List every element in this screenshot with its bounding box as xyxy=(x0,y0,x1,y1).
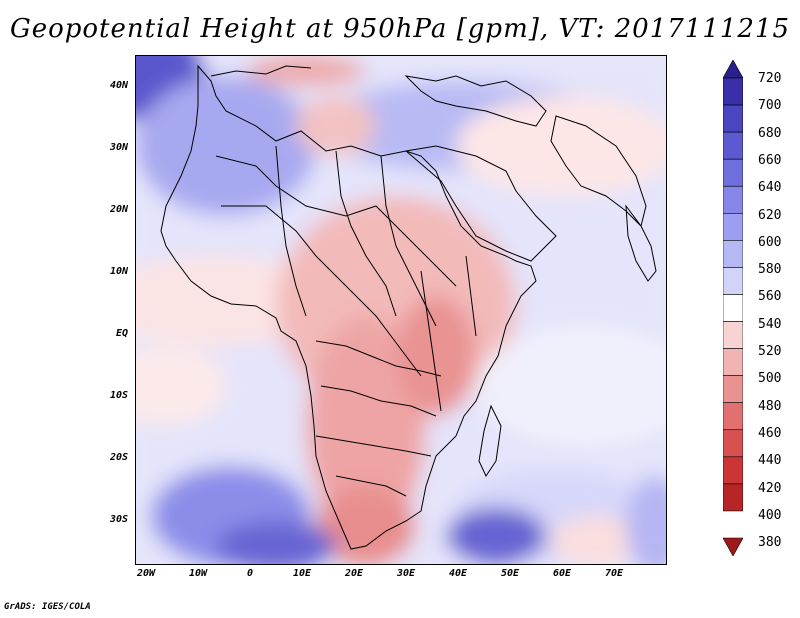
lon-label-20w: 20W xyxy=(136,568,156,579)
colorbar-top-arrow xyxy=(723,60,743,79)
lon-label-20e: 20E xyxy=(344,568,364,579)
lat-label-10s: 10S xyxy=(109,390,128,401)
colorbar-label: 660 xyxy=(758,152,782,168)
colorbar-segment xyxy=(723,240,743,268)
colorbar-segment xyxy=(723,212,743,241)
colorbar-label: 680 xyxy=(758,125,782,141)
colorbar-label: 380 xyxy=(758,535,782,551)
colorbar-segment xyxy=(723,456,743,485)
colorbar-label: 620 xyxy=(758,207,782,223)
lat-label-20s: 20S xyxy=(109,452,128,463)
colorbar-bottom-arrow xyxy=(723,537,743,556)
lon-label-60e: 60E xyxy=(552,568,572,579)
colorbar-segment xyxy=(723,158,743,187)
colorbar-segment xyxy=(723,267,743,295)
colorbar-segment xyxy=(723,131,743,160)
colorbar-label: 520 xyxy=(758,344,782,359)
lon-label-10e: 10E xyxy=(292,568,312,579)
coastlines xyxy=(160,64,657,550)
lat-label-40n: 40N xyxy=(109,80,128,91)
lon-label-0: 0 xyxy=(246,568,254,579)
lon-label-70e: 70E xyxy=(604,568,624,579)
colorbar-label: 480 xyxy=(758,398,782,414)
lon-label-40e: 40E xyxy=(448,568,468,579)
colorbar-label: 580 xyxy=(758,262,782,278)
colorbar-label: 560 xyxy=(758,289,782,305)
colorbar-segment xyxy=(723,77,743,106)
lon-label-10w: 10W xyxy=(188,568,208,579)
colorbar-label: 500 xyxy=(758,371,782,387)
lon-label-30e: 30E xyxy=(396,568,416,579)
map-plot-area xyxy=(135,55,667,565)
colorbar-segment xyxy=(723,321,743,349)
colorbar-segment xyxy=(723,348,743,376)
colorbar-segment xyxy=(723,104,743,133)
lat-label-eq: EQ xyxy=(115,328,128,339)
map-canvas xyxy=(136,56,666,564)
colorbar-label: 720 xyxy=(758,71,782,86)
colorbar-label: 640 xyxy=(758,180,782,196)
colorbar-segment xyxy=(723,402,743,431)
lat-label-10n: 10N xyxy=(109,266,128,277)
colorbar-label: 400 xyxy=(758,507,782,523)
colorbar-segment xyxy=(723,483,743,512)
colorbar-segment xyxy=(723,294,743,322)
colorbar-segment xyxy=(723,185,743,214)
colorbar-label: 600 xyxy=(758,234,782,250)
lon-label-50e: 50E xyxy=(500,568,520,579)
lat-label-30n: 30N xyxy=(109,142,128,153)
colorbar-segment xyxy=(723,375,743,404)
colorbar-label: 420 xyxy=(758,480,782,496)
chart-title: Geopotential Height at 950hPa [gpm], VT:… xyxy=(9,14,791,44)
colorbar-label: 540 xyxy=(758,316,782,332)
lat-label-30s: 30S xyxy=(109,514,128,525)
colorbar-segment xyxy=(723,429,743,458)
grads-credit: GrADS: IGES/COLA xyxy=(4,602,91,612)
lat-label-20n: 20N xyxy=(109,204,128,215)
colorbar-label: 700 xyxy=(758,98,782,114)
colorbar-label: 440 xyxy=(758,453,782,469)
colorbar xyxy=(723,60,743,556)
colorbar-label: 460 xyxy=(758,425,782,441)
height-field xyxy=(136,56,666,564)
